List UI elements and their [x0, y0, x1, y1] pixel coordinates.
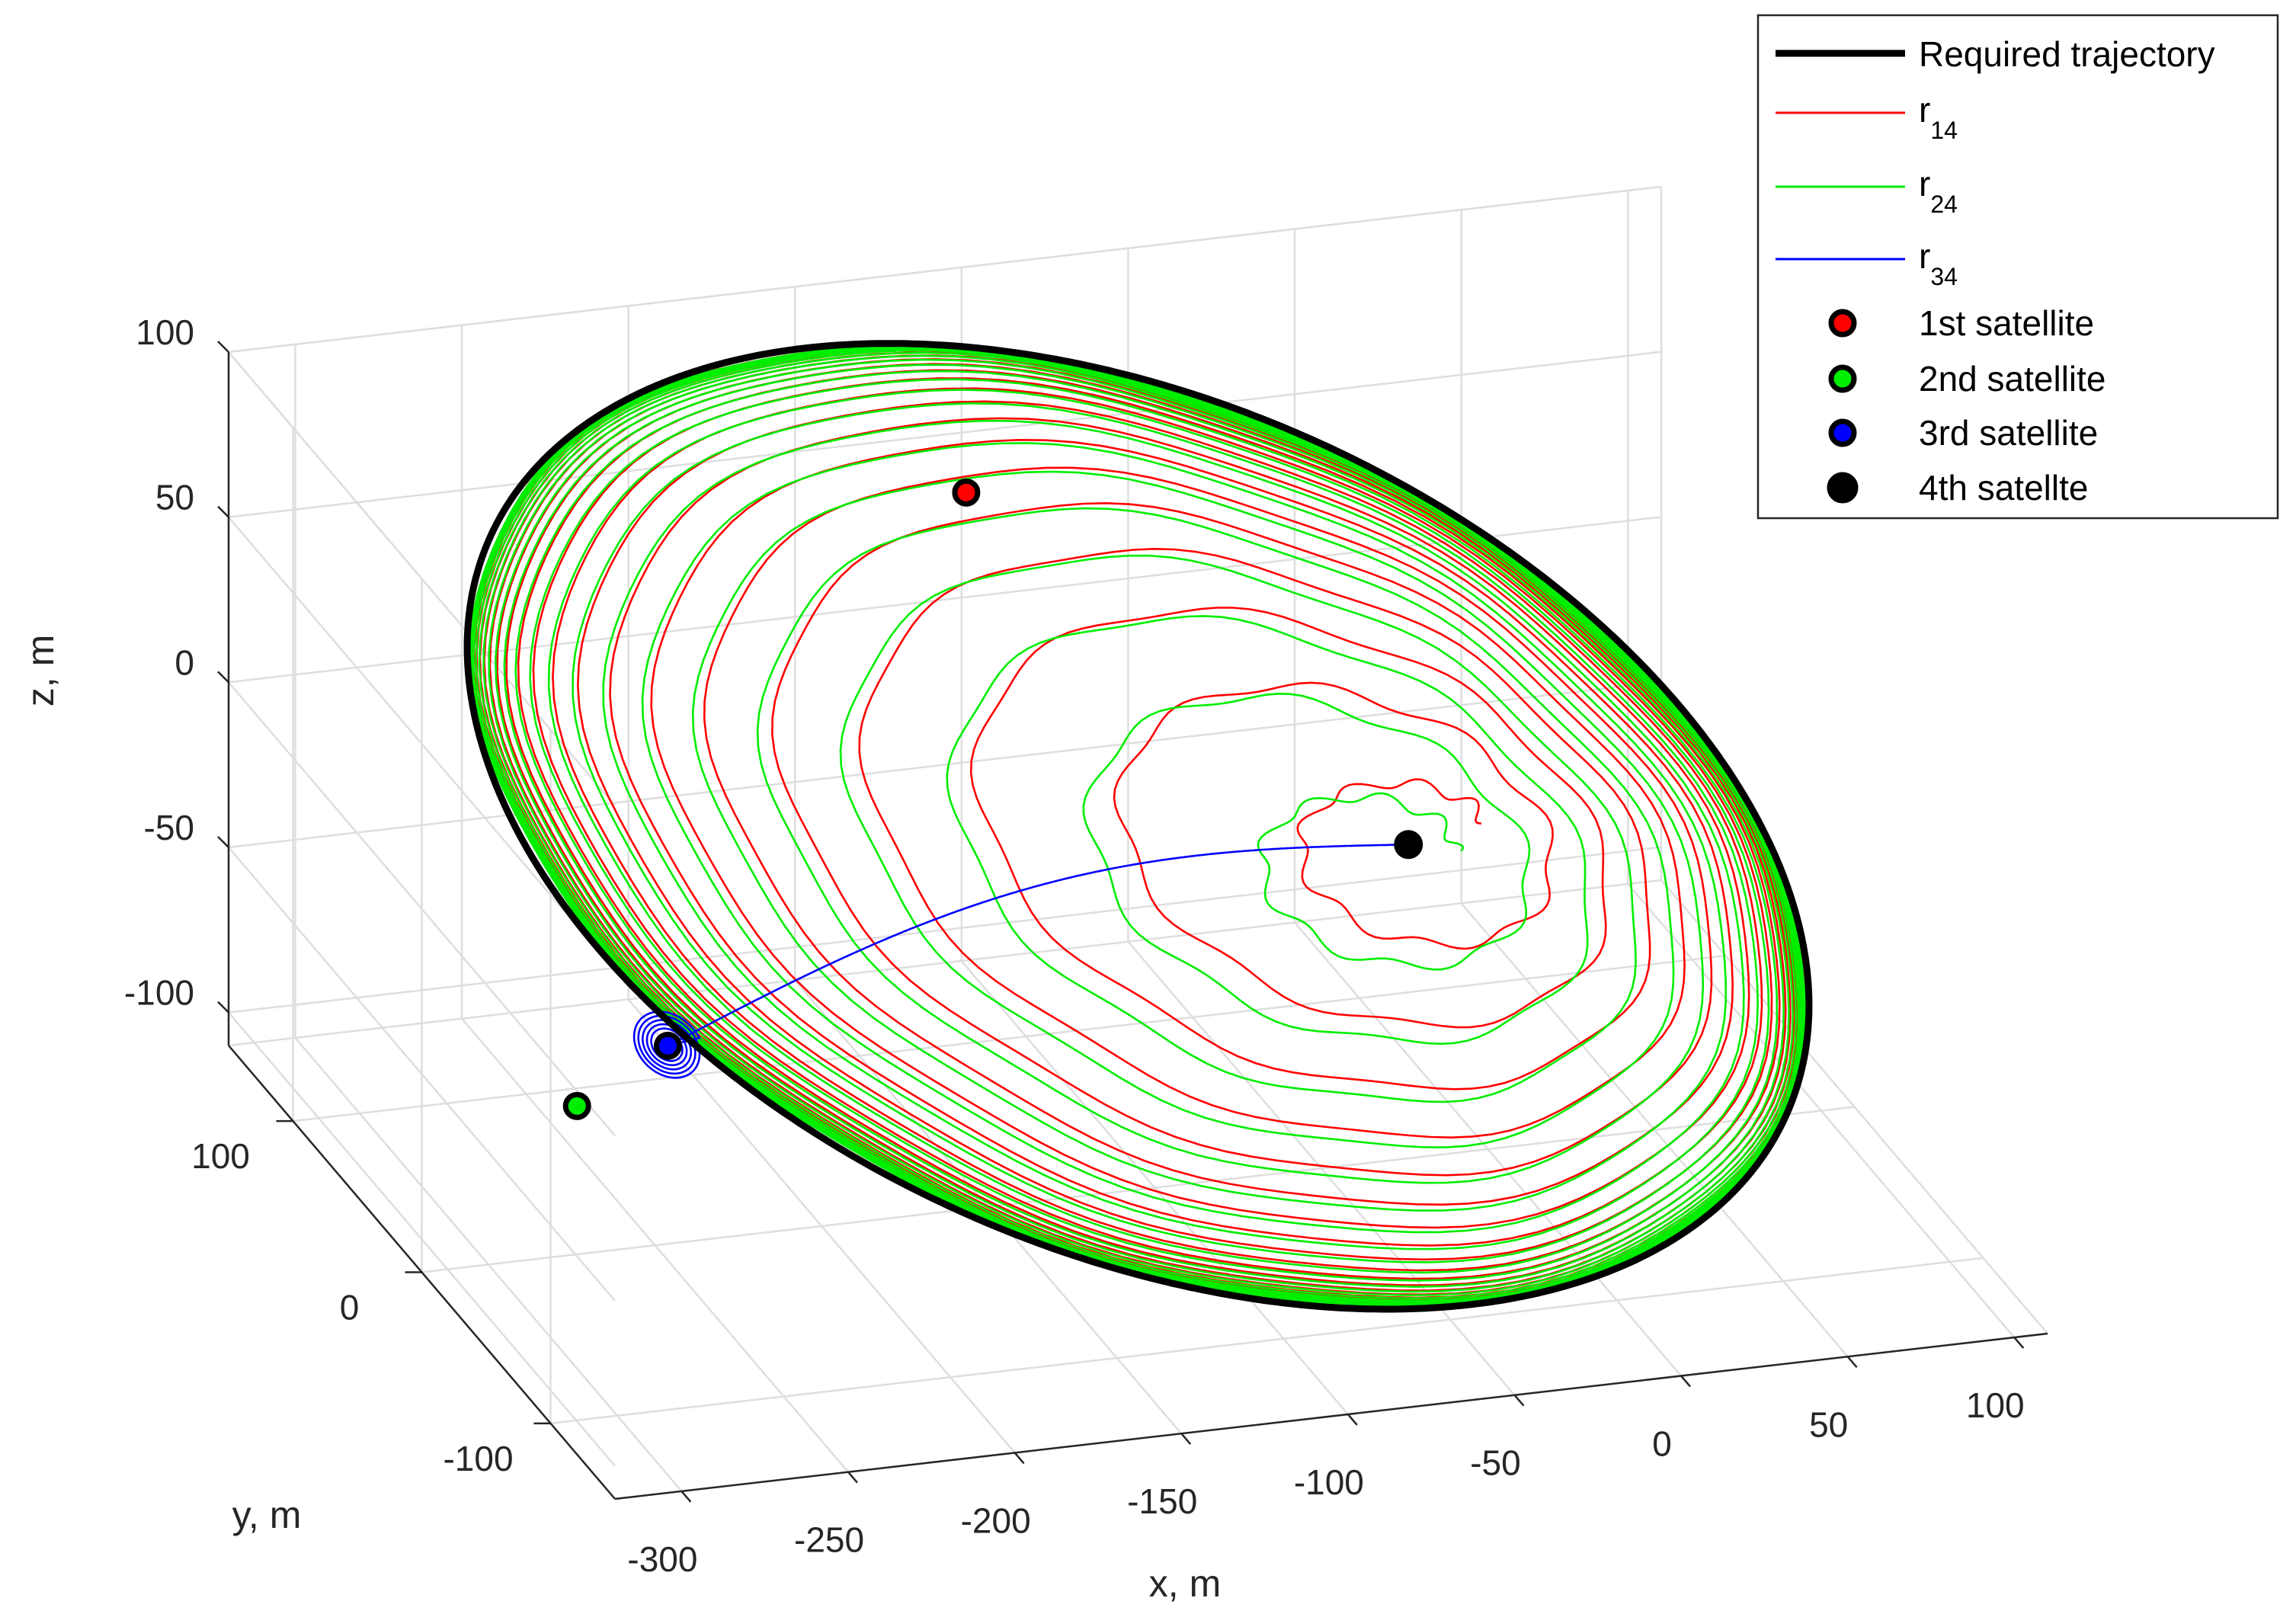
legend-label-r24-base: r [1919, 164, 1930, 203]
x-tick-mark [847, 1471, 858, 1484]
legend-label-sat1: 1st satellite [1919, 303, 2094, 343]
x-tick-label: -250 [794, 1520, 864, 1560]
legend-marker-sat1 [1828, 309, 1857, 338]
z-tick-label: -50 [144, 808, 194, 847]
x-tick-mark [1846, 1356, 1858, 1369]
y-axis-title: y, m [232, 1494, 302, 1536]
marker-sat1 [952, 478, 981, 507]
x-tick-mark [1513, 1394, 1525, 1407]
legend-label-r34: r34 [1919, 236, 1958, 290]
y-tick-label: 100 [191, 1136, 250, 1176]
legend-label-r14-sub: 14 [1930, 117, 1958, 144]
x-tick-mark [2013, 1337, 2025, 1349]
x-tick-mark [1014, 1452, 1025, 1465]
legend-label-required: Required trajectory [1919, 34, 2215, 74]
marker-layer [562, 478, 1423, 1120]
legend-marker-sat3 [1828, 418, 1857, 447]
marker-sat4 [1394, 830, 1423, 860]
series-line-r24 [468, 343, 1807, 1308]
legend-label-r14: r14 [1919, 90, 1958, 144]
marker-sat3 [653, 1031, 682, 1060]
series-layer [463, 340, 1813, 1313]
y-tick-label: -100 [443, 1439, 513, 1478]
legend-label-r24: r24 [1919, 164, 1958, 218]
legend: Required trajectory r14 r24 r34 1st sate… [1756, 14, 2279, 520]
legend-marker-sat4 [1827, 472, 1859, 504]
x-axis-title: x, m [1149, 1562, 1221, 1605]
z-tick-mark [217, 836, 229, 848]
x-tick-label: -100 [1294, 1462, 1364, 1502]
x-axis-line [614, 1332, 2048, 1500]
x-tick-mark [680, 1491, 692, 1503]
x-tick-mark [1180, 1433, 1192, 1446]
marker-sat2 [562, 1091, 591, 1120]
x-tick-label: -200 [961, 1500, 1031, 1540]
x-tick-label: -300 [627, 1539, 697, 1579]
grid-line-z-side [228, 681, 616, 1137]
grid-line-z-back [228, 846, 1662, 1014]
z-tick-label: -100 [124, 973, 194, 1013]
grid-line-z-side [228, 516, 616, 972]
legend-label-r34-sub: 34 [1930, 263, 1958, 290]
legend-label-r14-base: r [1919, 90, 1930, 130]
ticks-layer: -300 -250 -200 -150 -100 -50 0 50 100 -100 0 100 -10… [124, 312, 2025, 1579]
x-tick-label: 0 [1652, 1424, 1672, 1464]
x-tick-label: 100 [1966, 1385, 2025, 1425]
z-tick-mark [217, 505, 229, 518]
x-tick-label: -50 [1470, 1443, 1520, 1483]
box-edge [228, 879, 1662, 1047]
grid-line-z-side [228, 1011, 616, 1467]
box-edge [228, 351, 616, 806]
box-edge [1660, 879, 2048, 1334]
z-tick-mark [217, 1001, 229, 1014]
series-line-req [463, 340, 1813, 1313]
z-tick-mark [217, 671, 229, 684]
grid-line-z-back [228, 681, 1662, 849]
legend-label-r24-sub: 24 [1930, 191, 1958, 218]
grid-line-y-floor [293, 954, 1726, 1122]
z-tick-label: 50 [155, 478, 194, 517]
x-tick-mark [1347, 1414, 1358, 1426]
grid-line-y-floor [550, 1257, 1984, 1425]
grid-line-z-side [228, 847, 616, 1302]
x-tick-label: -150 [1127, 1481, 1197, 1521]
legend-label-sat2: 2nd satellite [1919, 359, 2106, 399]
legend-label-r34-base: r [1919, 236, 1930, 276]
box-edge [228, 185, 1662, 354]
legend-marker-sat2 [1828, 364, 1857, 393]
x-tick-label: 50 [1809, 1404, 1848, 1444]
grid-line-y-floor [421, 1106, 1855, 1273]
legend-label-sat4: 4th satellte [1919, 468, 2088, 508]
y-tick-label: 0 [340, 1288, 360, 1327]
z-tick-mark [217, 341, 229, 353]
x-tick-mark [1680, 1375, 1692, 1388]
legend-label-sat3: 3rd satellite [1919, 413, 2098, 453]
z-tick-label: 100 [136, 312, 194, 352]
z-axis-title: z, m [19, 635, 62, 706]
z-tick-label: 0 [175, 642, 194, 682]
grid-line-z-back [228, 351, 1662, 518]
